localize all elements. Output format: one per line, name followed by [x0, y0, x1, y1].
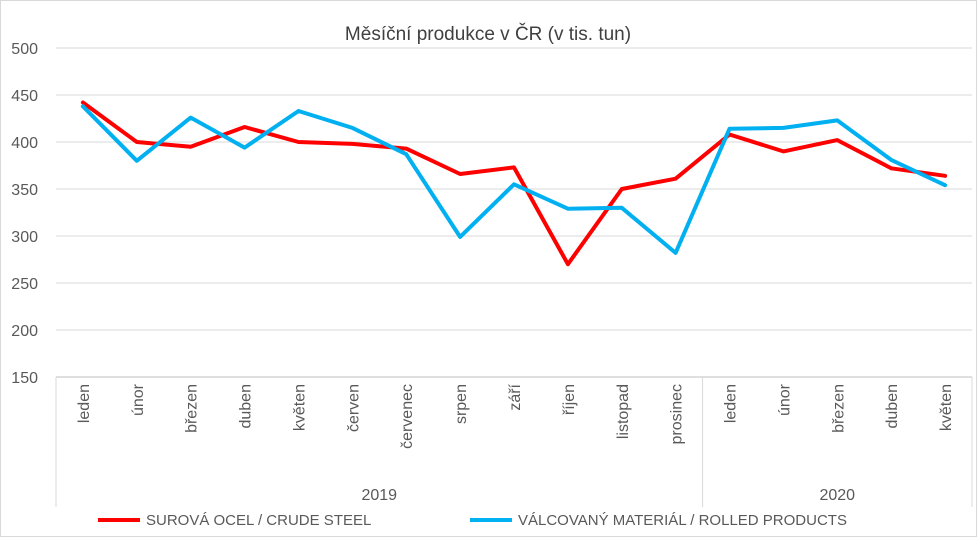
x-group-label: 2020: [819, 487, 855, 504]
series-lines: [80, 100, 948, 267]
legend: SUROVÁ OCEL / CRUDE STEEL VÁLCOVANÝ MATER…: [98, 512, 847, 529]
x-category-label: červen: [345, 384, 362, 432]
x-category-label: únor: [130, 383, 147, 416]
x-category-label: prosinec: [669, 384, 686, 444]
x-category-label: listopad: [615, 384, 632, 439]
y-axis: 150 200 250 300 350 400 450 500: [11, 41, 38, 387]
y-tick-label: 200: [11, 323, 38, 340]
x-category-label: březen: [830, 384, 847, 433]
y-tick-label: 500: [11, 41, 38, 58]
x-axis: leden únor březen duben květen červen červenec…: [55, 376, 973, 507]
x-category-label: únor: [776, 383, 793, 416]
x-category-label: srpen: [453, 384, 470, 424]
series-line-1: [80, 100, 948, 267]
y-tick-label: 350: [11, 182, 38, 199]
x-category-label: leden: [723, 384, 740, 423]
legend-label-1: SUROVÁ OCEL / CRUDE STEEL: [146, 512, 371, 529]
x-category-label: květen: [938, 384, 955, 431]
chart-title: Měsíční produkce v ČR (v tis. tun): [345, 23, 631, 45]
x-category-label: leden: [76, 384, 93, 423]
x-category-label: září: [507, 383, 524, 410]
legend-label-2: VÁLCOVANÝ MATERIÁL / ROLLED PRODUCTS: [518, 512, 847, 529]
y-tick-label: 300: [11, 229, 38, 246]
x-category-label: červenec: [399, 384, 416, 449]
x-category-label: duben: [238, 384, 255, 429]
y-tick-label: 450: [11, 88, 38, 105]
x-category-label: březen: [184, 384, 201, 433]
y-tick-label: 400: [11, 135, 38, 152]
series-line-2: [80, 104, 948, 255]
x-category-label: duben: [884, 384, 901, 429]
x-category-label: květen: [291, 384, 308, 431]
x-category-label: říjen: [561, 384, 578, 415]
gridlines: [56, 47, 972, 378]
x-group-label: 2019: [361, 487, 397, 504]
y-tick-label: 250: [11, 276, 38, 293]
y-tick-label: 150: [11, 370, 38, 387]
